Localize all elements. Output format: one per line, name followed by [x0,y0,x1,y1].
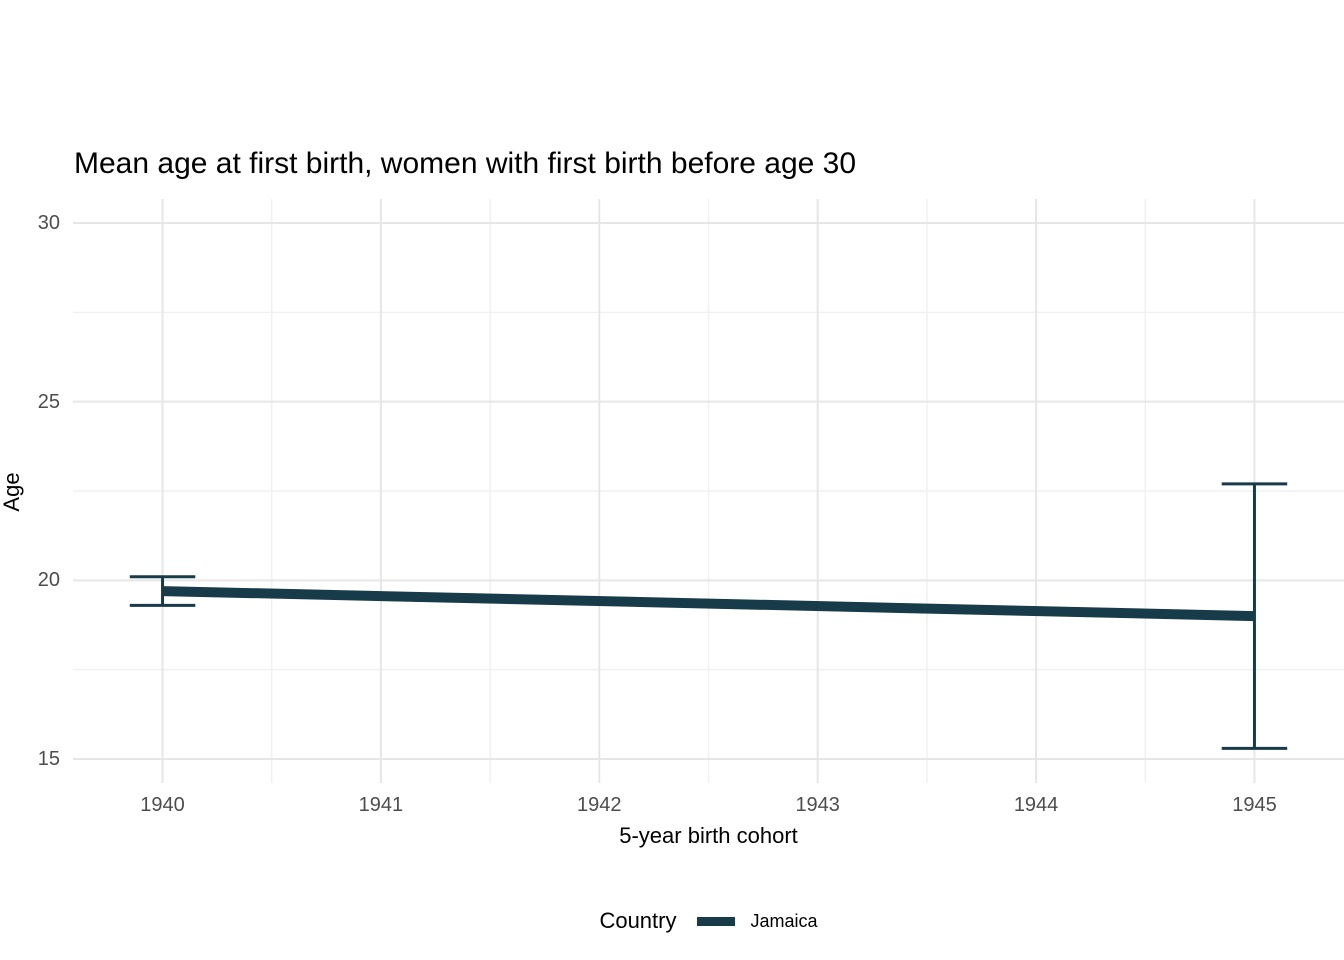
plot-panel [73,199,1344,783]
legend: Country Jamaica [73,903,1344,939]
x-axis-title: 5-year birth cohort [619,823,798,848]
x-tick-label: 1941 [358,794,404,816]
y-tick-label: 15 [37,748,60,771]
data-line [162,586,1255,622]
legend-key-line [696,916,735,926]
legend-title: Country [599,908,677,933]
legend-item-label: Jamaica [750,910,818,931]
x-tick-label: 1945 [1232,794,1277,816]
x-tick-label: 1942 [577,794,622,816]
x-tick-label: 1943 [795,794,840,816]
y-tick-label: 25 [37,390,60,413]
gridlines-minor [73,199,1344,783]
y-tick-label: 30 [37,211,60,234]
x-tick-label: 1940 [140,794,185,816]
y-tick-label: 20 [37,569,60,592]
y-axis-title: Age [0,472,24,512]
x-tick-label: 1944 [1013,794,1059,816]
legend-items: Jamaica [696,910,818,932]
legend-item: Jamaica [696,910,818,932]
chart-title: Mean age at first birth, women with firs… [74,147,857,180]
